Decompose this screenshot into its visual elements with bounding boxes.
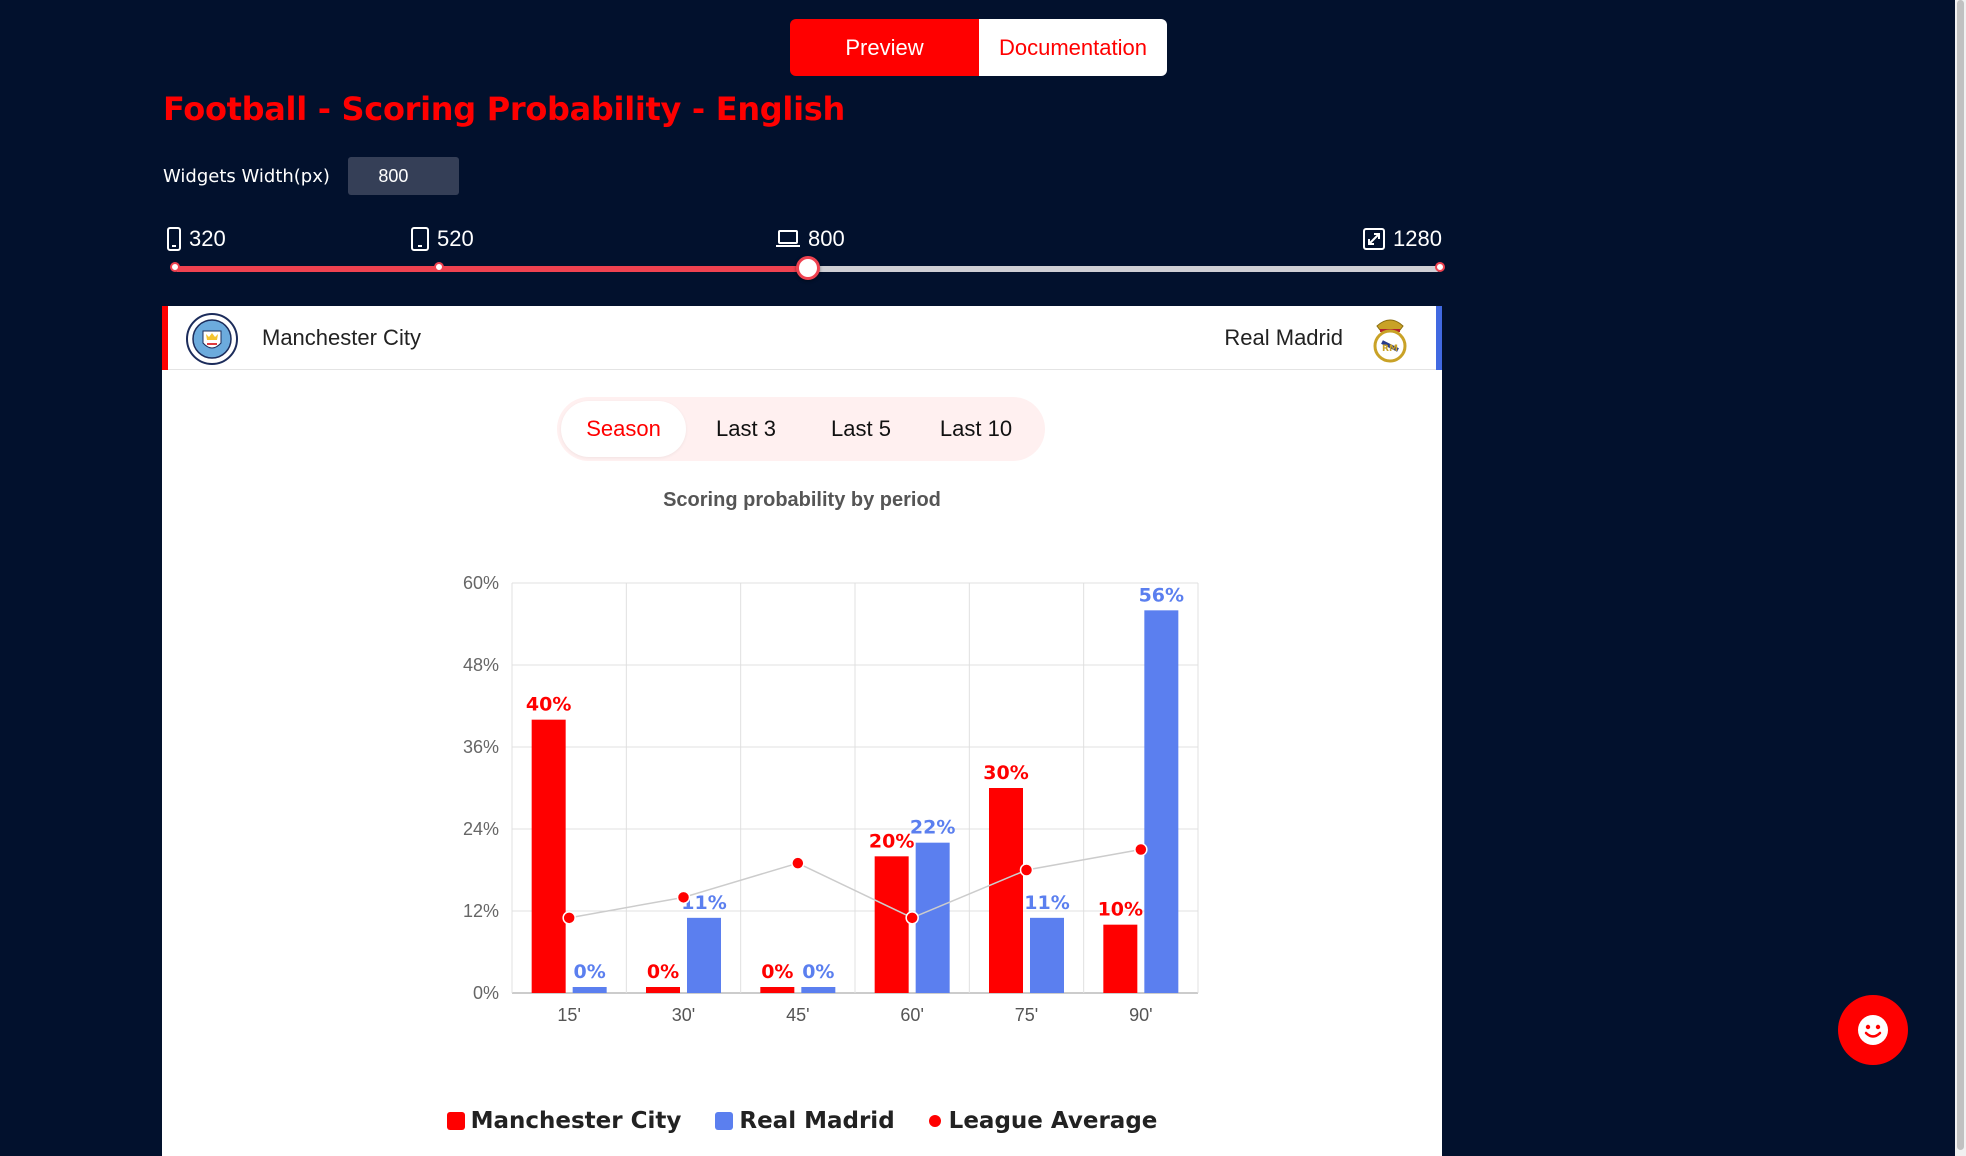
- slider-handle[interactable]: [795, 256, 820, 280]
- width-control: Widgets Width(px): [163, 157, 459, 195]
- bar-value-label: 0%: [802, 961, 834, 983]
- league-average-point: [1019, 863, 1034, 877]
- y-tick-label: 12%: [463, 901, 499, 921]
- breakpoint-1280[interactable]: 1280: [1363, 226, 1442, 252]
- slider-stop-520[interactable]: [433, 262, 444, 272]
- away-bar: [1030, 917, 1064, 993]
- match-header: Manchester City Real Madrid RM: [162, 306, 1442, 370]
- breakpoint-label: 1280: [1393, 226, 1442, 251]
- tab-season[interactable]: Season: [561, 401, 686, 457]
- breakpoint-label: 800: [808, 226, 845, 251]
- scrollbar-thumb[interactable]: [1957, 0, 1964, 1150]
- y-tick-label: 60%: [463, 573, 499, 593]
- breakpoint-520[interactable]: 520: [411, 226, 474, 252]
- legend-label: League Average: [948, 1108, 1158, 1134]
- breakpoint-320[interactable]: 320: [167, 226, 226, 252]
- x-tick-label: 45': [786, 1005, 809, 1025]
- expand-icon: [1363, 228, 1385, 250]
- documentation-tab-button[interactable]: Documentation: [979, 19, 1167, 76]
- away-bar: [687, 917, 721, 993]
- legend-swatch-home: [446, 1112, 465, 1130]
- period-tabs: Season Last 3 Last 5 Last 10: [557, 397, 1045, 461]
- home-bar: [874, 856, 909, 993]
- x-tick-label: 90': [1129, 1005, 1152, 1025]
- breakpoint-label: 320: [189, 226, 226, 251]
- preview-tab-button[interactable]: Preview: [790, 19, 979, 76]
- bar-value-label: 20%: [869, 830, 914, 852]
- bar-value-label: 0%: [574, 961, 606, 983]
- tablet-icon: [411, 227, 429, 251]
- away-color-bar: [1436, 306, 1442, 370]
- laptop-icon: [776, 230, 800, 247]
- away-bar: [1144, 610, 1179, 993]
- tab-last-5[interactable]: Last 5: [831, 416, 891, 441]
- bar-value-label: 10%: [1098, 899, 1143, 921]
- league-average-point: [905, 911, 919, 925]
- away-team-name: Real Madrid: [1224, 325, 1343, 350]
- league-average-line: [569, 848, 1141, 919]
- bar-value-label: 22%: [910, 817, 955, 839]
- tab-last-3[interactable]: Last 3: [716, 416, 776, 441]
- away-bar: [572, 987, 607, 993]
- x-tick-label: 30': [672, 1005, 695, 1025]
- home-bar: [646, 987, 680, 993]
- x-tick-label: 60': [900, 1005, 923, 1025]
- home-bar: [989, 788, 1023, 993]
- home-color-bar: [162, 306, 168, 370]
- bar-value-label: 11%: [1024, 892, 1069, 914]
- bar-value-label: 0%: [761, 961, 793, 983]
- home-bar: [1103, 924, 1138, 993]
- width-input[interactable]: [347, 157, 459, 195]
- home-team-crest: [186, 313, 238, 365]
- home-bar: [760, 987, 795, 993]
- bar-value-label: 0%: [647, 961, 679, 983]
- chat-fab-button[interactable]: [1838, 995, 1908, 1065]
- slider-stop-320[interactable]: [170, 262, 180, 272]
- away-bar: [801, 987, 836, 993]
- scoring-probability-widget: Manchester City Real Madrid RM Season La…: [162, 306, 1442, 1156]
- legend-swatch-league: [928, 1115, 941, 1127]
- y-tick-label: 0%: [473, 983, 499, 1003]
- league-average-point: [1134, 842, 1148, 857]
- svg-text:RM: RM: [1382, 344, 1398, 354]
- bar-value-label: 11%: [681, 892, 726, 914]
- bar-value-label: 30%: [983, 762, 1028, 784]
- bar-value-label: 40%: [526, 694, 571, 716]
- home-team-name: Manchester City: [262, 325, 421, 350]
- legend-item-league[interactable]: League Average: [928, 1108, 1158, 1134]
- y-tick-label: 36%: [463, 737, 499, 757]
- width-label: Widgets Width(px): [163, 165, 330, 187]
- slider-fill: [175, 266, 808, 272]
- chart-legend: Manchester City Real Madrid League Avera…: [162, 1108, 1442, 1134]
- away-bar: [915, 842, 950, 993]
- page-scrollbar[interactable]: [1955, 0, 1966, 1156]
- smiley-icon: [1858, 1015, 1888, 1045]
- page-title: Football - Scoring Probability - English: [163, 90, 845, 128]
- league-average-point: [676, 890, 691, 905]
- legend-swatch-away: [715, 1112, 734, 1130]
- x-tick-label: 75': [1015, 1005, 1038, 1025]
- scoring-probability-chart: 0% 12% 24% 36% 48% 60% 15' 30' 45' 60' 75' 90' 40% 0%…: [463, 573, 1199, 1025]
- x-tick-label: 15': [557, 1005, 580, 1025]
- legend-label: Manchester City: [470, 1108, 682, 1134]
- away-team-crest: RM: [1373, 319, 1407, 363]
- mobile-icon: [167, 227, 181, 251]
- league-average-point: [791, 856, 805, 870]
- width-slider[interactable]: [170, 256, 1445, 280]
- y-tick-label: 48%: [463, 655, 499, 675]
- bar-value-label: 56%: [1139, 584, 1184, 606]
- slider-stop-1280[interactable]: [1435, 262, 1445, 272]
- home-bar: [531, 719, 566, 993]
- league-average-point: [562, 911, 576, 925]
- y-tick-label: 24%: [463, 819, 499, 839]
- breakpoint-800[interactable]: 800: [776, 226, 845, 252]
- legend-item-home[interactable]: Manchester City: [446, 1108, 682, 1134]
- tab-last-10[interactable]: Last 10: [939, 416, 1013, 441]
- view-switch: Preview Documentation: [790, 19, 1167, 76]
- legend-label: Real Madrid: [739, 1108, 895, 1134]
- chart-title: Scoring probability by period: [663, 489, 941, 511]
- legend-item-away[interactable]: Real Madrid: [715, 1108, 895, 1134]
- breakpoint-label: 520: [437, 226, 474, 251]
